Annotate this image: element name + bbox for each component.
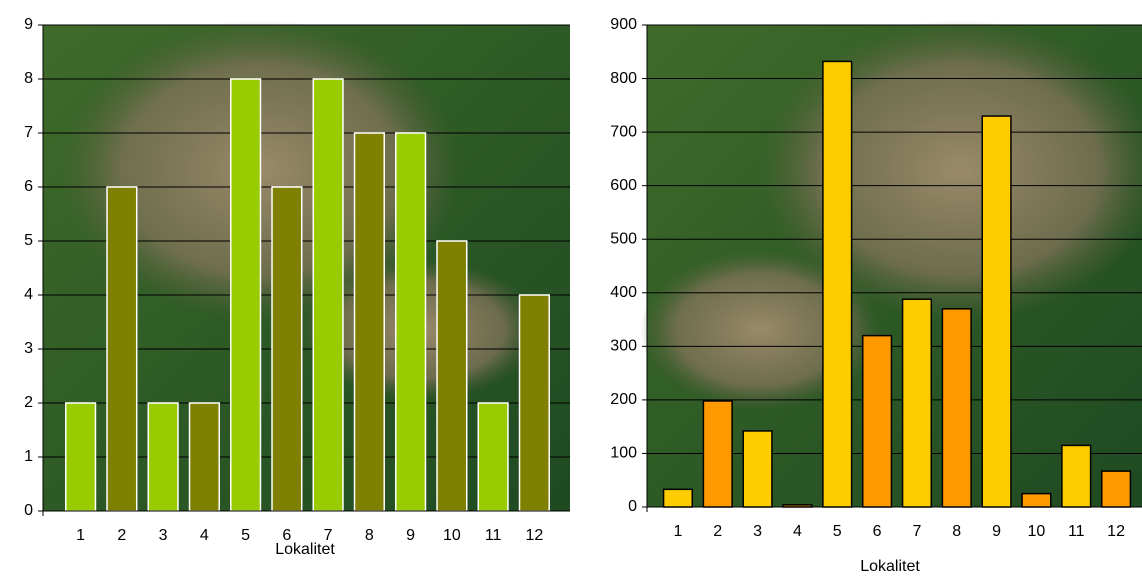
y-tick-label: 3 xyxy=(24,340,33,357)
x-tick-label: 6 xyxy=(282,527,291,544)
x-tick-label: 10 xyxy=(1028,523,1046,540)
x-tick-label: 2 xyxy=(117,527,126,544)
bar xyxy=(188,402,220,512)
x-tick-label: 3 xyxy=(159,527,168,544)
x-tick-label: 12 xyxy=(525,527,543,544)
bar xyxy=(65,402,97,512)
x-tick-label: 9 xyxy=(406,527,415,544)
bar xyxy=(271,186,303,512)
x-tick-label: 7 xyxy=(324,527,333,544)
y-tick-label: 800 xyxy=(610,70,637,87)
x-tick-label: 3 xyxy=(753,523,762,540)
x-tick-label: 8 xyxy=(365,527,374,544)
background-right xyxy=(640,20,1142,507)
x-tick-label: 5 xyxy=(833,523,842,540)
y-tick-label: 2 xyxy=(24,394,33,411)
bar xyxy=(312,78,344,512)
bar xyxy=(901,298,933,508)
y-tick-label: 100 xyxy=(610,445,637,462)
y-tick-label: 9 xyxy=(24,16,33,33)
x-tick-label: 1 xyxy=(76,527,85,544)
y-tick-label: 600 xyxy=(610,177,637,194)
x-tick-label: 12 xyxy=(1107,523,1125,540)
bar xyxy=(518,294,550,512)
bar xyxy=(106,186,138,512)
bar xyxy=(395,132,427,512)
y-tick-label: 0 xyxy=(24,502,33,519)
bar xyxy=(1021,492,1052,508)
x-tick-label: 4 xyxy=(200,527,209,544)
x-axis-label: Lokalitet xyxy=(860,558,920,575)
y-tick-label: 900 xyxy=(610,16,637,33)
y-tick-label: 6 xyxy=(24,178,33,195)
x-tick-label: 2 xyxy=(713,523,722,540)
bar xyxy=(662,488,694,508)
bar xyxy=(1100,470,1132,508)
bar xyxy=(477,402,509,512)
bar xyxy=(742,430,773,508)
y-tick-label: 200 xyxy=(610,391,637,408)
bar xyxy=(353,132,385,512)
y-tick-label: 4 xyxy=(24,286,33,303)
y-tick-label: 1 xyxy=(24,448,33,465)
bar xyxy=(981,115,1012,508)
y-tick-label: 7 xyxy=(24,124,33,141)
bar xyxy=(436,240,468,512)
y-tick-label: 5 xyxy=(24,232,33,249)
x-tick-label: 11 xyxy=(485,527,502,544)
x-axis-label: Lokalitet xyxy=(275,541,335,558)
x-tick-label: 11 xyxy=(1068,523,1085,540)
y-tick-label: 0 xyxy=(628,498,637,515)
bar xyxy=(230,78,262,512)
bar xyxy=(941,308,972,508)
bar xyxy=(822,60,853,508)
x-tick-label: 1 xyxy=(673,523,682,540)
x-tick-label: 6 xyxy=(873,523,882,540)
x-tick-label: 9 xyxy=(992,523,1001,540)
y-tick-label: 400 xyxy=(610,284,637,301)
x-tick-label: 4 xyxy=(793,523,802,540)
y-tick-label: 300 xyxy=(610,338,637,355)
bar xyxy=(1061,444,1092,508)
x-tick-label: 5 xyxy=(241,527,250,544)
bar xyxy=(702,400,733,508)
x-tick-label: 8 xyxy=(952,523,961,540)
bar xyxy=(861,334,893,508)
y-tick-label: 8 xyxy=(24,70,33,87)
y-tick-label: 500 xyxy=(610,230,637,247)
bar xyxy=(147,402,179,512)
x-tick-label: 7 xyxy=(912,523,921,540)
x-tick-label: 10 xyxy=(443,527,461,544)
y-tick-label: 700 xyxy=(610,123,637,140)
